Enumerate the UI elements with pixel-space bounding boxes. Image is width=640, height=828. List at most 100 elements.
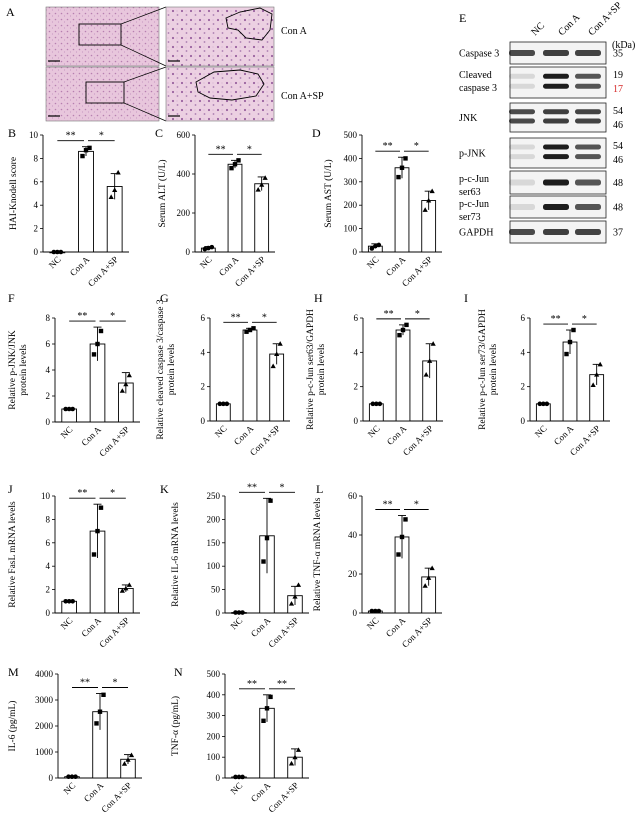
y-tick-label: 6 (46, 538, 51, 548)
y-tick-label: 500 (344, 130, 358, 140)
blot-strip (509, 102, 607, 133)
y-tick-label: 6 (521, 313, 526, 323)
significance-label: ** (231, 312, 241, 323)
blot-band (543, 83, 569, 89)
data-point (123, 585, 129, 591)
data-point (51, 249, 57, 255)
data-point (125, 757, 131, 762)
x-category-label: Con A (385, 423, 409, 447)
significance-label: ** (77, 311, 87, 322)
blot-kda-label: 48 (613, 178, 623, 189)
y-axis-label: protein levels (19, 344, 29, 396)
x-category-label: NC (61, 780, 77, 796)
data-point (94, 721, 99, 726)
y-tick-label: 6 (46, 339, 51, 349)
significance-label: * (110, 488, 115, 499)
y-tick-label: 0 (354, 416, 359, 426)
data-point (236, 610, 242, 615)
data-point (240, 774, 245, 780)
blot-band (543, 229, 569, 235)
blot-row: Caspase 3 35 (459, 41, 623, 65)
data-point (262, 175, 268, 180)
blot-kda-label: 48 (613, 203, 623, 214)
lane-label-con-a: Con A (556, 12, 583, 39)
data-point (292, 754, 298, 760)
y-tick-label: 8 (46, 313, 51, 323)
y-tick-label: 0 (353, 247, 358, 257)
blot-row: GAPDH 37 (459, 220, 623, 244)
x-category-label: NC (213, 423, 229, 439)
y-tick-label: 0 (216, 773, 221, 783)
panel-e-western-blot: E NC Con A Con A+SP (kDa) Caspase 3 35 Cle… (459, 0, 635, 244)
y-tick-label: 0 (216, 608, 221, 618)
data-point (426, 575, 432, 580)
data-point (121, 761, 128, 766)
x-category-label: NC (228, 780, 244, 796)
data-point (224, 401, 230, 407)
blot-label: Cleaved (459, 70, 492, 81)
data-point (97, 709, 103, 714)
y-tick-label: 200 (344, 200, 358, 210)
blot-band (509, 204, 535, 210)
data-point (236, 774, 242, 780)
chart-l: L 0 20 40 60 Relative TNF-α mRNA levels NC Con … (313, 482, 442, 650)
data-point (119, 588, 125, 593)
chart-k: K 0 50 100 150 200 250 Relative IL-6 mRNA level… (160, 482, 309, 650)
y-tick-label: 2000 (35, 721, 54, 731)
y-tick-label: 500 (207, 669, 221, 679)
data-point (369, 246, 375, 251)
data-point (108, 194, 114, 200)
y-tick-label: 200 (207, 731, 221, 741)
significance-label: ** (383, 141, 393, 152)
data-point (240, 610, 245, 615)
y-tick-label: 2 (46, 391, 51, 401)
data-point (91, 352, 97, 357)
panel-letter: H (314, 291, 323, 305)
y-tick-label: 250 (207, 491, 221, 501)
x-category-label: NC (365, 254, 381, 270)
y-tick-label: 6 (201, 313, 206, 323)
blot-kda-label: 46 (613, 120, 623, 131)
histology-high-mag-con-a (165, 6, 275, 67)
blot-band (543, 179, 569, 186)
significance-label: * (280, 482, 285, 493)
y-tick-label: 8 (34, 153, 39, 163)
data-point (115, 169, 121, 175)
data-point (255, 187, 261, 192)
data-point (66, 774, 71, 779)
significance-label: * (247, 144, 252, 155)
panel-letter: G (160, 291, 169, 305)
blot-row: p-c-Jun ser73 48 (459, 195, 623, 223)
panel-letter: B (8, 126, 16, 140)
data-point (233, 774, 238, 780)
x-category-label: Con A+SP (99, 780, 133, 814)
significance-label: ** (551, 314, 561, 325)
significance-label: * (415, 309, 420, 320)
y-axis-label: protein levels (317, 343, 327, 395)
y-tick-label: 60 (348, 491, 358, 501)
data-point (244, 329, 249, 334)
significance-label: * (414, 141, 419, 152)
bar (395, 329, 411, 422)
data-point (597, 361, 603, 367)
x-category-label: Con A (552, 423, 576, 447)
x-category-label: Con A (384, 254, 408, 278)
data-point (264, 706, 270, 711)
data-point (429, 565, 435, 571)
blot-kda-label: 17 (613, 84, 623, 95)
data-point (274, 351, 280, 357)
y-axis-label: Relative p-JNK/JNK (8, 330, 18, 410)
y-axis-label: IL-6 (pg/mL) (7, 701, 18, 752)
data-point (112, 187, 118, 192)
data-point (370, 401, 376, 407)
blot-band (575, 83, 601, 89)
blot-band (509, 179, 535, 186)
blot-strip (509, 66, 607, 99)
y-tick-label: 2 (521, 382, 526, 392)
significance-label: ** (384, 309, 394, 320)
blot-band (575, 118, 601, 124)
blot-band (509, 229, 535, 235)
data-point (70, 599, 75, 604)
data-point (571, 327, 576, 333)
